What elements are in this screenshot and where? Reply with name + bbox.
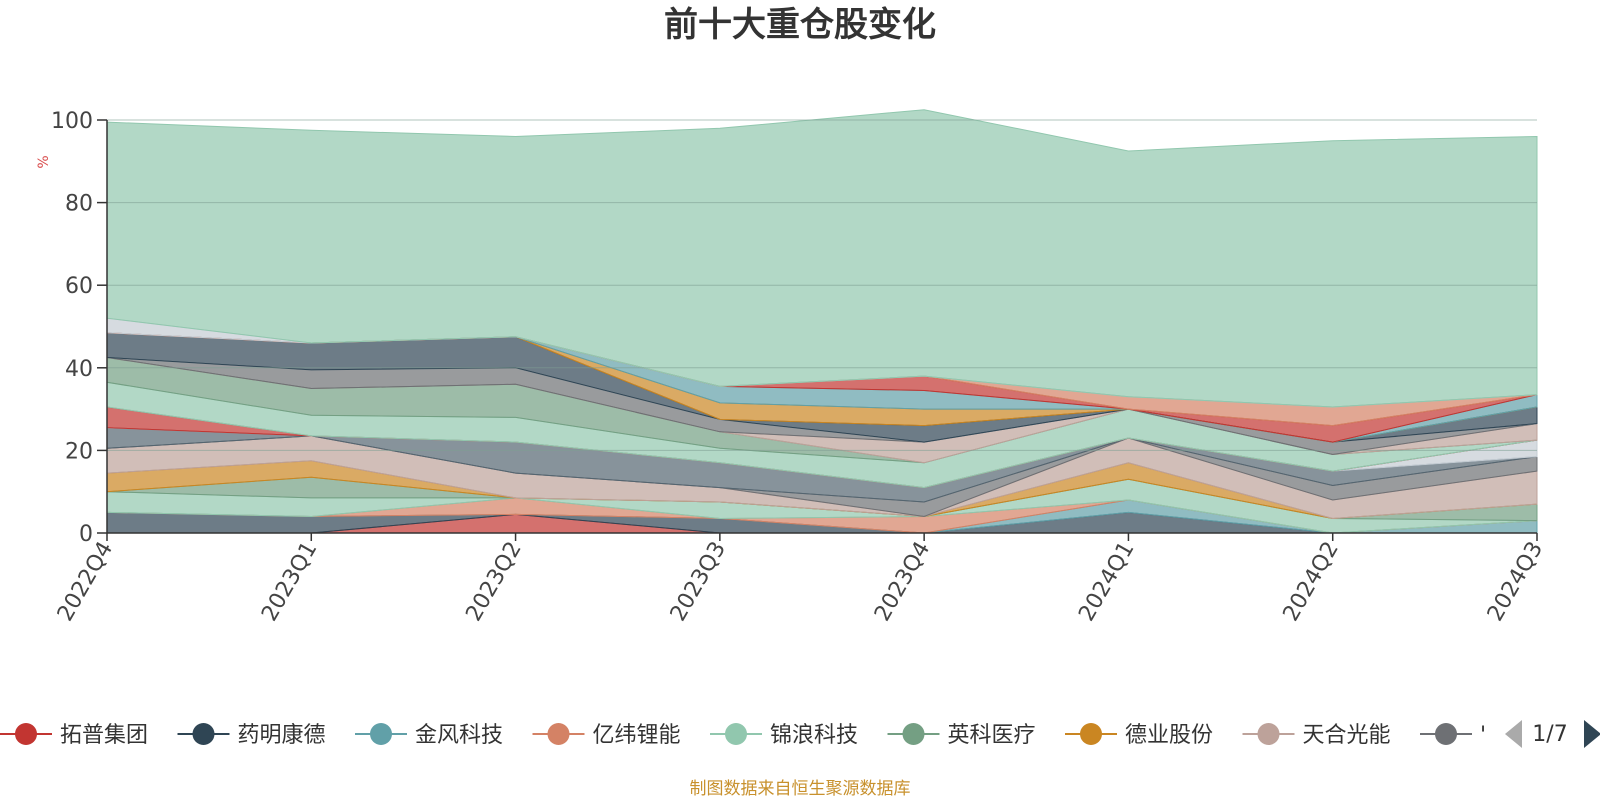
x-tick-label: 2024Q2	[1279, 538, 1344, 626]
grid-lines	[107, 119, 1537, 451]
legend-label: 德业股份	[1125, 723, 1213, 748]
x-tick-label: 2024Q1	[1074, 538, 1139, 626]
legend-label: 金风科技	[415, 723, 503, 748]
legend-label: 亿纬锂能	[593, 723, 681, 748]
legend-item[interactable]: 天合光能	[1242, 723, 1391, 748]
y-tick-label: 20	[65, 439, 93, 464]
series-area-24[interactable]	[106, 109, 1538, 408]
y-tick-label: 80	[65, 192, 93, 217]
legend-label: 天合光能	[1303, 723, 1391, 748]
legend-label: 药明康德	[238, 723, 326, 748]
x-tick-label: 2023Q2	[461, 538, 526, 626]
legend-label: 拓普集团	[60, 723, 148, 748]
legend-marker-icon	[547, 723, 570, 745]
x-tick-label: 2024Q3	[1483, 538, 1548, 626]
legend-marker-icon	[725, 723, 747, 745]
legend-marker-icon	[192, 723, 215, 745]
y-axis-unit-label: %	[36, 155, 52, 168]
x-tick-label: 2023Q4	[870, 538, 935, 626]
legend-prev-page-icon[interactable]	[1505, 720, 1522, 748]
legend-item[interactable]: 德业股份	[1065, 723, 1213, 748]
legend-marker-icon	[15, 723, 37, 745]
legend-marker-icon	[1257, 723, 1280, 745]
legend-marker-icon	[902, 723, 925, 745]
y-tick-label: 0	[79, 522, 93, 547]
chart-title: 前十大重仓股变化	[664, 5, 936, 45]
legend-page-indicator: 1/7	[1532, 722, 1567, 747]
legend-next-page-icon[interactable]	[1584, 720, 1600, 748]
legend-marker-icon	[370, 723, 392, 745]
x-tick-label: 2022Q4	[53, 538, 118, 626]
legend-label: '	[1480, 723, 1486, 748]
legend-label: 锦浪科技	[770, 723, 858, 748]
legend-item[interactable]: 锦浪科技	[710, 723, 858, 748]
legend-item[interactable]: 金风科技	[355, 723, 503, 748]
y-tick-label: 100	[51, 109, 93, 134]
legend-item[interactable]: 拓普集团	[0, 723, 148, 748]
x-tick-label: 2023Q3	[666, 538, 731, 626]
legend-marker-icon	[1080, 723, 1102, 745]
data-source-footer: 制图数据来自恒生聚源数据库	[690, 779, 911, 799]
x-tick-label: 2023Q1	[257, 538, 322, 626]
legend-marker-icon	[1435, 723, 1457, 745]
y-tick-label: 60	[65, 274, 93, 299]
plot-areas	[106, 109, 1538, 534]
legend-pager: 1/7	[1505, 720, 1600, 748]
y-tick-label: 40	[65, 357, 93, 382]
legend-item[interactable]: 英科医疗	[887, 723, 1036, 748]
legend-item[interactable]: '	[1420, 723, 1486, 748]
legend-item[interactable]: 亿纬锂能	[532, 723, 681, 748]
legend-item[interactable]: 药明康德	[177, 723, 326, 748]
legend-label: 英科医疗	[948, 723, 1036, 748]
legend[interactable]: 拓普集团 药明康德 金风科技 亿纬锂能 锦浪科技 英科医疗 德业股份 天合光能 '	[0, 723, 1486, 748]
